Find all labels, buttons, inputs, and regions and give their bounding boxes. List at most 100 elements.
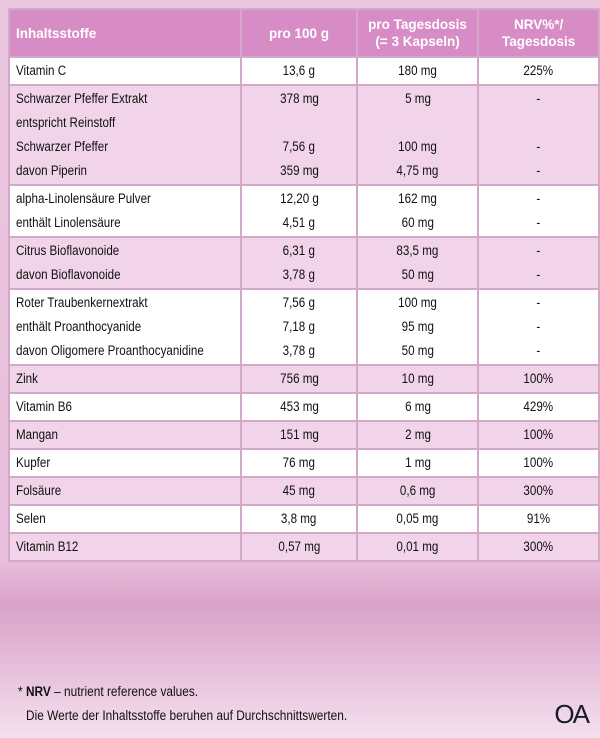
cell-text: - (536, 319, 541, 334)
table-row: Citrus Bioflavonoide davon Bioflavonoide 6… (10, 238, 598, 288)
footnote-line: * NRV – nutrient reference values. (18, 680, 391, 704)
cell-text: 300% (523, 539, 554, 554)
table-cell: 6,31 g 3,78 g (242, 238, 356, 288)
table-cell: Vitamin B12 (10, 534, 241, 560)
footnote: * NRV – nutrient reference values. Die W… (18, 680, 391, 728)
cell-text: Folsäure (16, 483, 62, 498)
cell-line: 83,5 mg (364, 239, 472, 263)
cell-text: 100% (523, 371, 554, 386)
cell-line: 4,51 g (248, 211, 349, 235)
cell-text: alpha-Linolensäure Pulver (16, 191, 151, 206)
cell-text: Vitamin B12 (16, 539, 79, 554)
table-row: Vitamin C 13,6 g 180 mg 225% (10, 58, 598, 84)
table-row: Selen 3,8 mg 0,05 mg 91% (10, 506, 598, 532)
cell-text: 3,78 g (282, 343, 316, 358)
cell-line: - (485, 135, 592, 159)
cell-text: Kupfer (16, 455, 51, 470)
table-cell: 91% (479, 506, 598, 532)
table-cell: 0,6 mg (357, 478, 478, 504)
header-cell: pro 100 g (242, 10, 356, 56)
header-text: NRV%*/ (514, 17, 564, 32)
cell-text: 378 mg (279, 91, 319, 106)
cell-text: 6 mg (404, 399, 431, 414)
cell-line: Kupfer (16, 451, 234, 475)
cell-line: - (485, 211, 592, 235)
cell-line: davon Piperin (16, 159, 234, 183)
table-cell: 100% (479, 450, 598, 476)
cell-line: - (485, 291, 592, 315)
cell-text: - (536, 139, 541, 154)
table-cell: 378 mg 7,56 g 359 mg (242, 86, 356, 184)
cell-line: 100 mg (364, 135, 472, 159)
cell-line: 300% (485, 479, 592, 503)
cell-text: 756 mg (279, 371, 319, 386)
cell-line: 756 mg (248, 367, 349, 391)
cell-line: 6,31 g (248, 239, 349, 263)
cell-text: 225% (523, 63, 554, 78)
footnote-term: NRV (25, 684, 51, 699)
cell-line: 162 mg (364, 187, 472, 211)
cell-text: 100% (523, 427, 554, 442)
cell-text: Roter Traubenkernextrakt (16, 295, 148, 310)
table-cell: 180 mg (357, 58, 478, 84)
cell-text: 100% (523, 455, 554, 470)
cell-text: 100 mg (398, 139, 437, 154)
cell-line: Schwarzer Pfeffer Extrakt (16, 87, 234, 111)
cell-text: 6,31 g (282, 243, 316, 258)
cell-line: 225% (485, 59, 592, 83)
table-cell: 5 mg 100 mg 4,75 mg (357, 86, 478, 184)
cell-line: 100% (485, 451, 592, 475)
cell-line: 4,75 mg (364, 159, 472, 183)
table-cell: Folsäure (10, 478, 241, 504)
cell-text: 12,20 g (279, 191, 319, 206)
table-cell: 429% (479, 394, 598, 420)
cell-text: 3,78 g (282, 267, 316, 282)
table-cell: 0,57 mg (242, 534, 356, 560)
cell-line: Citrus Bioflavonoide (16, 239, 234, 263)
cell-text: 4,75 mg (396, 163, 439, 178)
header-text: pro Tagesdosis (368, 17, 467, 32)
cell-line: 100 mg (364, 291, 472, 315)
cell-line: Vitamin C (16, 59, 234, 83)
header-cell: pro Tagesdosis (= 3 Kapseln) (357, 10, 478, 56)
cell-line: 180 mg (364, 59, 472, 83)
cell-line: 100% (485, 423, 592, 447)
cell-line: 6 mg (364, 395, 472, 419)
table-cell: 453 mg (242, 394, 356, 420)
cell-line: - (485, 87, 592, 111)
cell-text: 4,51 g (282, 215, 316, 230)
cell-line: 378 mg (248, 87, 349, 111)
table-cell: -- (479, 186, 598, 236)
cell-line: 76 mg (248, 451, 349, 475)
cell-text: davon Bioflavonoide (16, 267, 121, 282)
footnote-star: * (18, 684, 23, 699)
table-cell: -- (479, 238, 598, 288)
header-row: Inhaltsstoffe pro 100 g pro Tagesdosis (= 3… (10, 10, 598, 56)
table-cell: 100% (479, 422, 598, 448)
cell-text: 91% (527, 511, 551, 526)
cell-text: 5 mg (404, 91, 431, 106)
cell-text: 95 mg (401, 319, 434, 334)
table-cell: Schwarzer Pfeffer Extrakt entspricht Rein… (10, 86, 241, 184)
cell-text: 2 mg (404, 427, 431, 442)
table-row: alpha-Linolensäure Pulver enthält Linolen… (10, 186, 598, 236)
cell-text: 83,5 mg (396, 243, 439, 258)
cell-line: 50 mg (364, 263, 472, 287)
cell-text: Vitamin C (16, 63, 67, 78)
cell-text: 10 mg (401, 371, 434, 386)
cell-line: 1 mg (364, 451, 472, 475)
table-cell: 1 mg (357, 450, 478, 476)
cell-text: entspricht Reinstoff (16, 115, 116, 130)
cell-line: 3,78 g (248, 339, 349, 363)
header-text: (= 3 Kapseln) (375, 34, 460, 49)
header-cell: NRV%*/ Tagesdosis (479, 10, 598, 56)
cell-text: Zink (16, 371, 38, 386)
cell-line: 0,05 mg (364, 507, 472, 531)
cell-text: - (536, 243, 541, 258)
cell-line: 7,56 g (248, 135, 349, 159)
cell-text: 429% (523, 399, 554, 414)
cell-line: 5 mg (364, 87, 472, 111)
cell-line (248, 111, 349, 135)
table-cell: 2 mg (357, 422, 478, 448)
